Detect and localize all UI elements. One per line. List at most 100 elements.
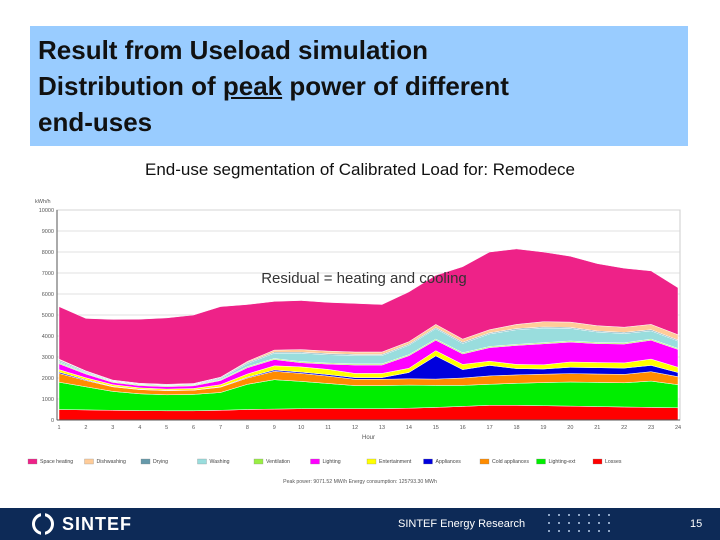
y-tick-label: 4000	[42, 334, 54, 340]
footer-dot-pattern	[548, 514, 618, 536]
footer-dot	[588, 514, 590, 516]
chart-legend: Space heating Dishwashing Drying Washing Ven…	[27, 458, 622, 465]
legend-swatch	[423, 458, 433, 465]
y-tick-label: 6000	[42, 292, 54, 298]
title-suffix: power of different	[282, 71, 509, 101]
footer-dot	[568, 530, 570, 532]
footer-dot	[608, 514, 610, 516]
chart-title: End-use segmentation of Calibrated Load …	[145, 160, 575, 179]
x-tick-label: 11	[325, 425, 331, 431]
legend-swatch	[140, 458, 151, 465]
chart-areas	[58, 248, 679, 421]
footer-brand: SINTEF	[62, 514, 133, 534]
x-tick-label: 15	[433, 425, 439, 431]
legend-swatch	[366, 458, 377, 465]
legend-label: Appliances	[436, 459, 462, 465]
x-tick-label: 19	[540, 425, 546, 431]
legend-swatch	[592, 458, 603, 465]
x-tick-label: 22	[621, 425, 627, 431]
chart-annotation: Residual = heating and cooling	[261, 270, 467, 287]
title-underlined-word: peak	[222, 71, 283, 101]
legend-swatch	[479, 458, 490, 465]
stacked-area-chart: 0 1000 2000 3000 4000 5000 6000 7000 8000 9000 100…	[27, 199, 681, 485]
legend-label: Cold appliances	[492, 459, 529, 465]
legend-label: Lighting	[323, 459, 341, 465]
x-tick-label: 4	[138, 425, 141, 431]
y-tick-label: 8000	[42, 250, 54, 256]
footer-dot	[588, 530, 590, 532]
footer-dot	[578, 514, 580, 516]
slide-title-box: Result from Useload simulation Distribut…	[30, 26, 688, 146]
footer-bar: SINTEF SINTEF Energy Research 15	[0, 508, 720, 540]
footer-dot	[558, 530, 560, 532]
x-tick-label: 2	[84, 425, 87, 431]
footer-dot	[558, 522, 560, 524]
legend-swatch	[310, 458, 320, 465]
slide-title-line-1: Result from Useload simulation	[38, 35, 429, 65]
area-space-heating	[58, 248, 679, 385]
slide-title-line-2: Distribution of peak power of different	[38, 68, 680, 104]
legend-swatch	[197, 458, 207, 465]
x-tick-label: 1	[57, 425, 60, 431]
y-tick-label: 5000	[42, 313, 54, 319]
x-tick-label: 13	[379, 425, 385, 431]
legend-label: Space heating	[40, 459, 73, 465]
x-tick-label: 16	[460, 425, 466, 431]
footer-dot	[548, 514, 550, 516]
chart-labels: 0 1000 2000 3000 4000 5000 6000 7000 8000 9000 100…	[35, 199, 681, 485]
footer-dot	[598, 522, 600, 524]
y-tick-label: 0	[51, 418, 54, 424]
footer-dot	[608, 522, 610, 524]
footer-dot	[568, 522, 570, 524]
x-axis-label: Hour	[362, 435, 375, 441]
x-tick-label: 12	[352, 425, 358, 431]
legend-swatch	[27, 458, 38, 465]
x-tick-label: 20	[567, 425, 573, 431]
x-tick-label: 3	[111, 425, 114, 431]
footer-dot	[588, 522, 590, 524]
y-tick-label: 3000	[42, 355, 54, 361]
legend-label: Lighting-ext	[549, 459, 576, 465]
x-tick-label: 8	[246, 425, 249, 431]
legend-label: Dishwashing	[97, 459, 127, 465]
x-tick-label: 6	[192, 425, 195, 431]
footer-dot	[598, 514, 600, 516]
footer-dot	[598, 530, 600, 532]
y-tick-label: 2000	[42, 376, 54, 382]
legend-label: Ventilation	[266, 459, 290, 465]
legend-label: Drying	[153, 459, 168, 465]
footer-dot	[558, 514, 560, 516]
y-tick-label: 10000	[39, 208, 54, 214]
footer-dot	[578, 522, 580, 524]
x-tick-label: 23	[648, 425, 654, 431]
slide-title-line-3: end-uses	[38, 107, 153, 137]
title-prefix: Distribution of	[38, 71, 223, 101]
x-tick-label: 9	[273, 425, 276, 431]
legend-label: Washing	[210, 459, 230, 465]
legend-label: Entertainment	[379, 459, 412, 465]
x-tick-label: 21	[594, 425, 600, 431]
legend-swatch	[536, 458, 546, 465]
chart-footnote: Peak power: 9071.52 MW/h Energy consumpt…	[283, 479, 437, 485]
sintef-logo-icon	[32, 513, 54, 535]
footer-center-text: SINTEF Energy Research	[398, 518, 526, 530]
y-axis-label: kWh/h	[35, 199, 51, 205]
footer-dot	[568, 514, 570, 516]
x-tick-label: 17	[487, 425, 493, 431]
x-tick-label: 10	[298, 425, 304, 431]
y-tick-label: 9000	[42, 229, 54, 235]
footer-dot	[578, 530, 580, 532]
x-tick-label: 7	[219, 425, 222, 431]
page-number: 15	[690, 518, 703, 530]
footer-dot	[548, 530, 550, 532]
footer-dot	[548, 522, 550, 524]
legend-label: Losses	[605, 459, 622, 465]
x-tick-label: 18	[513, 425, 519, 431]
y-tick-label: 1000	[42, 397, 54, 403]
chart-axes	[56, 210, 680, 421]
y-tick-label: 7000	[42, 271, 54, 277]
x-tick-label: 14	[406, 425, 412, 431]
x-tick-label: 24	[675, 425, 681, 431]
legend-swatch	[253, 458, 264, 465]
x-tick-label: 5	[165, 425, 168, 431]
